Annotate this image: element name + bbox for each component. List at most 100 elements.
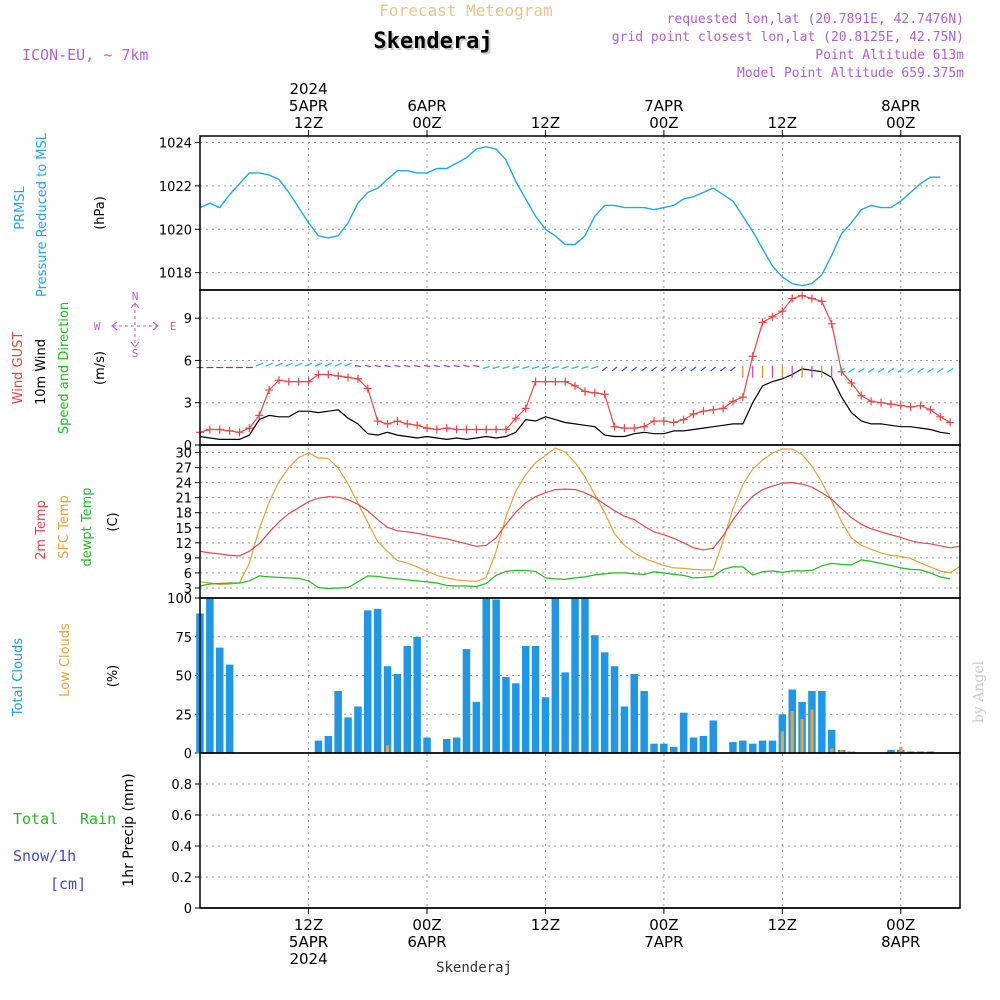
gust-marker-28 [472, 425, 481, 434]
wind-dir-arrow-17 [364, 364, 371, 368]
gust-marker-46 [650, 417, 659, 426]
wind-dir-arrow-27 [463, 364, 470, 368]
gust-marker-61 [798, 291, 807, 300]
gust-marker-5 [245, 424, 254, 433]
gust-marker-14 [334, 371, 343, 380]
wind-dir-arrow-74 [927, 367, 934, 373]
bottom-time-tick-0-line-1: 5APR [289, 933, 328, 951]
wind-dir-arrow-47 [661, 366, 667, 372]
wind-dir-arrow-31 [502, 365, 510, 370]
series-10m-wind [199, 368, 951, 441]
precip-cm-label: [cm] [50, 875, 86, 893]
temp-ytick-label-0: 3 [184, 582, 192, 597]
total-cloud-bar-12 [314, 740, 323, 754]
compass-n: N [132, 290, 139, 303]
wind-dir-arrow-68 [867, 367, 875, 373]
wind-ytick-label-2: 6 [184, 354, 192, 369]
gust-marker-21 [403, 419, 412, 428]
top-time-tick-0-line-1: 5APR [289, 97, 328, 115]
bottom-time-tick-1-line-1: 6APR [407, 933, 446, 951]
gust-marker-43 [620, 424, 629, 433]
bottom-time-tick-0-line-2: 2024 [289, 950, 327, 968]
precip-snow-label: Snow/1h [13, 847, 76, 865]
wind-ytick-label-0: 0 [184, 439, 192, 454]
wind-dir-arrow-39 [581, 365, 589, 370]
gust-marker-45 [640, 422, 649, 431]
gust-marker-3 [225, 426, 234, 435]
clouds-ytick-label-1: 25 [175, 708, 192, 723]
temp-sfc-label: SFC Temp [57, 495, 72, 559]
total-cloud-bar-35 [541, 697, 550, 754]
precip-ytick-label-3: 0.6 [171, 809, 192, 824]
gust-marker-52 [709, 405, 718, 414]
series-2m-temp [199, 481, 961, 557]
wind-dir-arrow-21 [404, 364, 411, 368]
temp-dewpt-label: dewpt Temp [80, 487, 95, 566]
gust-marker-53 [719, 404, 728, 413]
wind-dir-arrow-19 [384, 364, 391, 368]
total-cloud-bar-49 [679, 712, 688, 754]
wind-dir-arrow-10 [294, 362, 303, 367]
wind-ytick-label-1: 3 [184, 397, 192, 412]
pressure-ytick-label-1: 1020 [159, 223, 192, 238]
total-cloud-bar-70 [887, 749, 895, 754]
total-cloud-bar-64 [827, 729, 836, 754]
gust-marker-64 [827, 319, 836, 328]
total-cloud-bar-17 [364, 610, 372, 754]
gust-marker-31 [501, 425, 510, 434]
wind-dir-arrow-46 [651, 366, 657, 372]
precip-ytick-label-2: 0.4 [171, 840, 192, 855]
gust-marker-50 [689, 410, 698, 418]
wind-dir-arrow-22 [414, 364, 421, 368]
wind-dir-arrow-75 [936, 367, 944, 373]
wind-10m-label: 10m Wind [34, 339, 49, 405]
wind-dir-arrow-8 [275, 362, 283, 367]
low-cloud-bar-60 [790, 711, 794, 753]
gust-marker-51 [699, 407, 708, 416]
top-time-tick-5-line-0: 8APR [881, 97, 920, 115]
top-time-tick-2-line-0: 12Z [531, 114, 560, 132]
bottom-time-tick-5-line-0: 00Z [886, 916, 915, 934]
total-cloud-bar-13 [324, 736, 333, 754]
top-time-tick-5-line-1: 00Z [886, 114, 915, 132]
gust-marker-24 [432, 425, 441, 434]
total-cloud-bar-41 [600, 652, 609, 754]
wind-dir-label: Speed and Direction [57, 302, 72, 434]
total-cloud-bar-14 [334, 691, 342, 754]
total-cloud-bar-19 [383, 666, 392, 754]
total-cloud-bar-33 [522, 646, 530, 754]
temp-ytick-label-8: 27 [175, 462, 192, 477]
wind-dir-arrow-76 [946, 367, 954, 373]
total-cloud-bar-45 [640, 691, 648, 754]
gust-marker-13 [324, 370, 333, 379]
wind-dir-arrow-35 [541, 365, 550, 370]
gust-marker-16 [353, 374, 362, 383]
top-time-tick-1-line-1: 00Z [412, 114, 441, 132]
gust-marker-1 [205, 425, 214, 434]
total-cloud-bar-63 [818, 691, 826, 754]
gust-marker-71 [896, 401, 905, 410]
bottom-time-tick-4-line-0: 12Z [768, 916, 797, 934]
temp-ytick-label-1: 6 [184, 567, 192, 582]
precip-axis-label: 1hr Precip (mm) [121, 773, 137, 886]
temp-ytick-label-4: 15 [175, 522, 192, 537]
gust-marker-27 [462, 425, 471, 434]
precip-ytick-label-4: 0.8 [171, 778, 192, 793]
gust-marker-9 [284, 377, 293, 386]
clouds-unit: (%) [106, 665, 121, 688]
gust-marker-4 [235, 428, 244, 437]
total-cloud-bar-50 [689, 737, 698, 754]
gust-marker-7 [265, 386, 274, 395]
wind-gust-label: Wind GUST [11, 332, 26, 405]
gust-marker-33 [521, 404, 530, 413]
pressure-unit: (hPa) [93, 196, 108, 230]
gust-marker-76 [946, 418, 955, 427]
clouds-low-label: Low Clouds [58, 623, 73, 697]
gust-marker-39 [580, 387, 589, 396]
wind-dir-arrow-53 [720, 366, 726, 372]
total-cloud-bar-26 [452, 737, 461, 754]
wind-ytick-label-3: 9 [184, 312, 192, 327]
wind-dir-arrow-28 [473, 364, 480, 368]
gust-marker-10 [294, 377, 303, 386]
total-cloud-bar-52 [709, 720, 717, 754]
